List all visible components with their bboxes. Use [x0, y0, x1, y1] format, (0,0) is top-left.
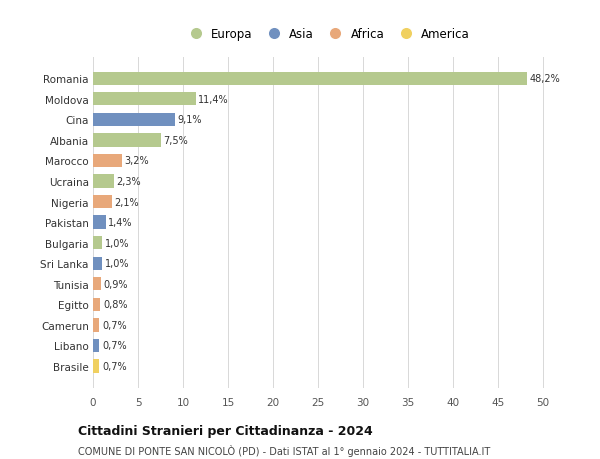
Text: Cittadini Stranieri per Cittadinanza - 2024: Cittadini Stranieri per Cittadinanza - 2…	[78, 425, 373, 437]
Text: 1,4%: 1,4%	[108, 218, 133, 228]
Text: 11,4%: 11,4%	[198, 95, 229, 105]
Text: 2,1%: 2,1%	[115, 197, 139, 207]
Text: 48,2%: 48,2%	[530, 74, 560, 84]
Text: 3,2%: 3,2%	[125, 156, 149, 166]
Bar	[93, 154, 122, 168]
Text: 0,7%: 0,7%	[102, 361, 127, 371]
Bar	[93, 236, 102, 250]
Bar	[93, 359, 100, 373]
Legend: Europa, Asia, Africa, America: Europa, Asia, Africa, America	[182, 25, 472, 43]
Text: 7,5%: 7,5%	[163, 135, 188, 146]
Bar	[93, 339, 100, 353]
Bar	[93, 216, 106, 230]
Text: 0,8%: 0,8%	[103, 300, 127, 310]
Text: 1,0%: 1,0%	[105, 238, 129, 248]
Text: 9,1%: 9,1%	[178, 115, 202, 125]
Text: 2,3%: 2,3%	[116, 177, 141, 187]
Bar	[93, 298, 100, 311]
Text: 0,7%: 0,7%	[102, 341, 127, 351]
Bar	[93, 175, 114, 188]
Bar	[93, 319, 100, 332]
Bar	[93, 257, 102, 270]
Bar	[93, 93, 196, 106]
Bar	[93, 73, 527, 86]
Text: 1,0%: 1,0%	[105, 258, 129, 269]
Bar	[93, 278, 101, 291]
Text: 0,7%: 0,7%	[102, 320, 127, 330]
Bar	[93, 196, 112, 209]
Bar	[93, 134, 161, 147]
Bar	[93, 113, 175, 127]
Text: COMUNE DI PONTE SAN NICOLÒ (PD) - Dati ISTAT al 1° gennaio 2024 - TUTTITALIA.IT: COMUNE DI PONTE SAN NICOLÒ (PD) - Dati I…	[78, 444, 490, 456]
Text: 0,9%: 0,9%	[104, 279, 128, 289]
